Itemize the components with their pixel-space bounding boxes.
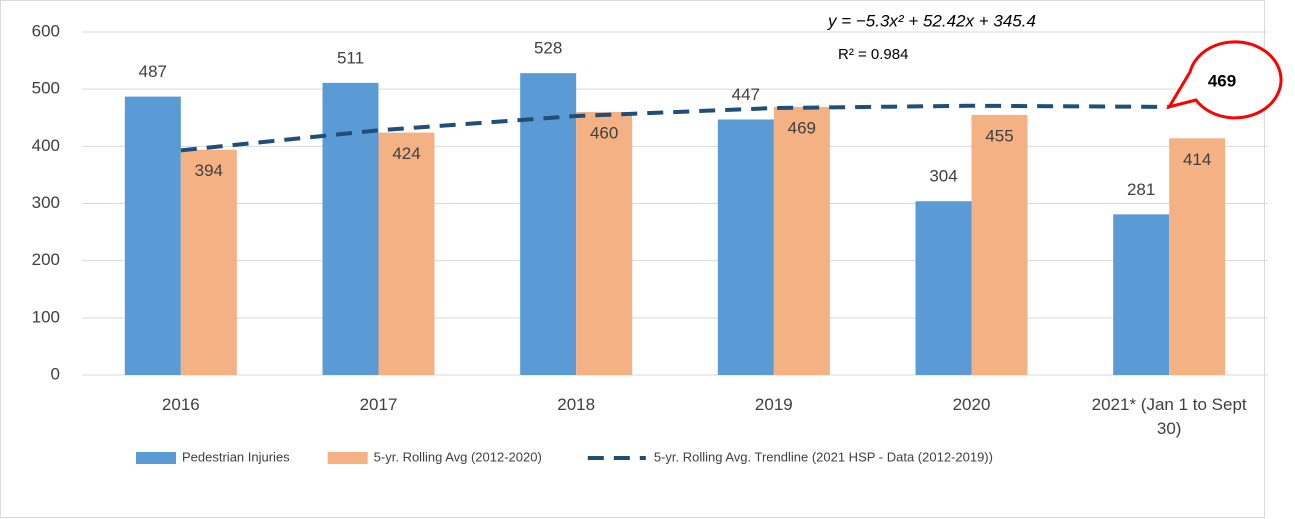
- legend-label: 5-yr. Rolling Avg. Trendline (2021 HSP -…: [654, 449, 993, 464]
- y-tick-label: 0: [51, 364, 60, 383]
- bar: [124, 96, 181, 376]
- callout-label: 469: [1208, 71, 1236, 90]
- legend-swatch: [136, 452, 176, 464]
- r-squared: R² = 0.984: [838, 46, 908, 63]
- data-label: 469: [788, 118, 816, 137]
- data-label: 528: [534, 39, 562, 58]
- bar: [1113, 214, 1170, 375]
- y-tick-label: 600: [32, 21, 60, 40]
- data-label: 455: [985, 126, 1013, 145]
- y-tick-label: 500: [32, 79, 60, 98]
- chart-border: [0, 0, 1265, 518]
- bar: [915, 201, 972, 375]
- legend-label: 5-yr. Rolling Avg (2012-2020): [374, 449, 542, 464]
- x-tick-label: 2021* (Jan 1 to Sept 30): [1091, 395, 1247, 438]
- data-label: 487: [139, 62, 167, 81]
- bar: [773, 106, 830, 375]
- bar: [717, 119, 774, 375]
- callout-bubble: [1166, 40, 1283, 120]
- y-tick-label: 300: [32, 193, 60, 212]
- x-tick-label: 2016: [161, 395, 200, 414]
- trendline: [180, 103, 1170, 153]
- x-tick-label: 2020: [952, 395, 991, 414]
- trend-equation: y = −5.3x² + 52.42x + 345.4: [827, 11, 1036, 30]
- y-tick-label: 200: [32, 250, 60, 269]
- y-tick-label: 100: [32, 307, 60, 326]
- bar: [1169, 138, 1226, 375]
- data-label: 511: [337, 48, 364, 67]
- bar: [378, 132, 435, 375]
- data-label: 414: [1183, 150, 1211, 169]
- bar: [576, 112, 633, 376]
- y-tick-label: 400: [32, 136, 60, 155]
- data-label: 460: [590, 124, 618, 143]
- x-tick-label: 2017: [359, 395, 398, 414]
- bar: [322, 82, 379, 376]
- data-label: 447: [732, 85, 760, 104]
- bar: [180, 149, 237, 375]
- data-label: 304: [929, 167, 957, 186]
- x-tick-label: 2018: [557, 395, 596, 414]
- data-label: 424: [392, 144, 420, 163]
- bar: [520, 73, 577, 375]
- bar: [971, 114, 1028, 376]
- legend-swatch: [327, 452, 368, 464]
- data-label: 394: [195, 161, 223, 180]
- data-label: 281: [1127, 180, 1155, 199]
- x-tick-label: 2019: [754, 395, 793, 414]
- legend-label: Pedestrian Injuries: [182, 449, 290, 464]
